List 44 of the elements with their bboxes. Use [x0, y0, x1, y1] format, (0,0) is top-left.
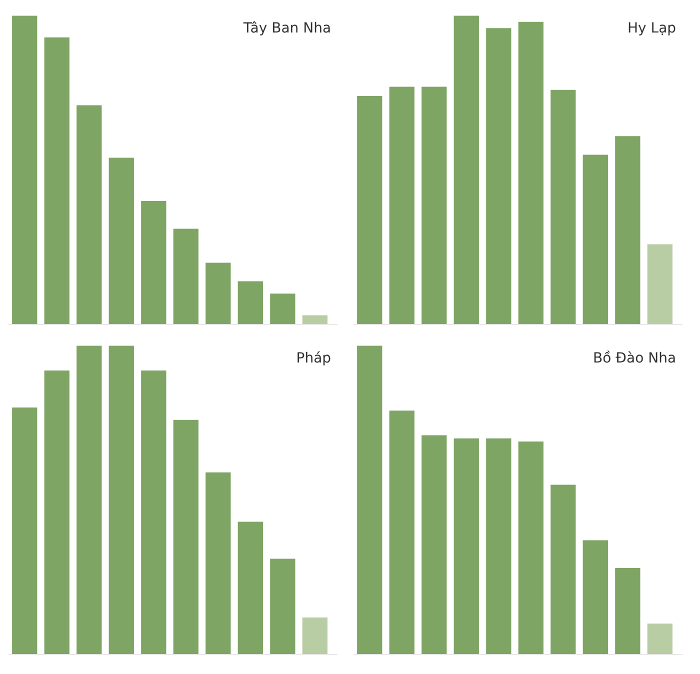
bar — [486, 28, 512, 324]
bar — [518, 441, 544, 654]
bar — [173, 228, 198, 324]
chart-title: Pháp — [296, 350, 332, 366]
bar — [647, 244, 672, 324]
bar — [357, 346, 382, 654]
bar — [647, 624, 672, 654]
bar — [454, 438, 479, 654]
bar — [12, 16, 38, 324]
bar — [389, 86, 414, 324]
bar — [141, 201, 166, 324]
bar — [486, 438, 512, 654]
bar — [518, 22, 544, 324]
chart-title: Tây Ban Nha — [242, 20, 332, 36]
bar — [270, 558, 296, 654]
bar — [12, 408, 38, 654]
bar — [44, 370, 70, 654]
bar — [141, 370, 166, 654]
chart-title: Bồ Đào Nha — [593, 350, 676, 366]
bar — [615, 136, 640, 324]
bar — [76, 105, 102, 324]
chart-title: Hy Lạp — [628, 20, 676, 36]
bar — [206, 262, 231, 324]
bar — [302, 617, 328, 654]
bar — [389, 410, 414, 654]
bar — [76, 346, 102, 654]
bar — [615, 568, 640, 654]
bar — [357, 96, 382, 324]
bar — [238, 522, 263, 654]
bar — [173, 420, 198, 654]
bar — [550, 90, 576, 324]
bar — [550, 484, 576, 654]
bar — [582, 154, 608, 324]
bar — [422, 86, 447, 324]
bar — [44, 37, 70, 324]
bar — [582, 540, 608, 654]
bar — [302, 315, 328, 324]
bar — [206, 472, 231, 654]
bar — [108, 346, 134, 654]
bar — [238, 281, 263, 324]
bar — [270, 294, 296, 324]
bar — [108, 158, 134, 324]
bar — [422, 435, 447, 654]
bar — [454, 16, 479, 324]
